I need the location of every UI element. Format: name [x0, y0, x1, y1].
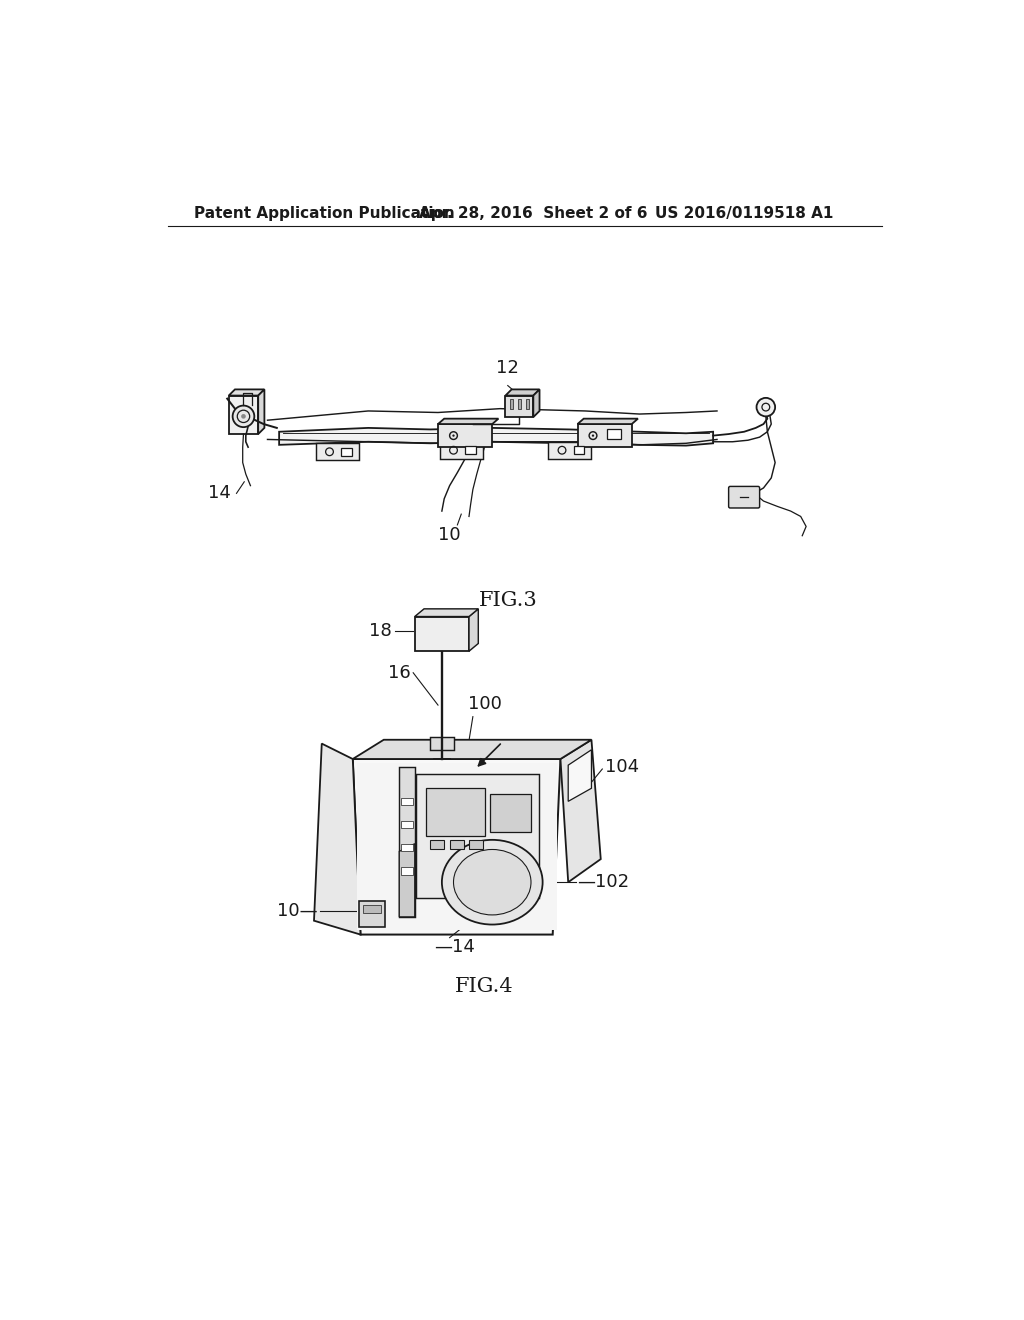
- Polygon shape: [506, 389, 540, 396]
- Ellipse shape: [442, 840, 543, 924]
- Text: 18: 18: [369, 622, 391, 640]
- Text: 14: 14: [208, 484, 230, 503]
- Polygon shape: [352, 759, 560, 935]
- Polygon shape: [469, 609, 478, 651]
- Polygon shape: [506, 396, 534, 417]
- Polygon shape: [315, 444, 359, 461]
- Polygon shape: [439, 442, 483, 459]
- Polygon shape: [228, 389, 264, 396]
- Polygon shape: [417, 775, 539, 898]
- Text: FIG.4: FIG.4: [456, 977, 514, 995]
- Polygon shape: [438, 418, 499, 424]
- Bar: [430, 738, 454, 750]
- Bar: [400, 821, 414, 829]
- Bar: [469, 840, 483, 849]
- Text: 104: 104: [604, 758, 639, 776]
- Bar: [450, 840, 464, 849]
- Polygon shape: [426, 788, 484, 836]
- Bar: [510, 400, 513, 409]
- Ellipse shape: [454, 850, 531, 915]
- Polygon shape: [489, 793, 531, 832]
- Bar: [518, 400, 521, 409]
- Polygon shape: [548, 442, 592, 459]
- Bar: [400, 867, 414, 874]
- Polygon shape: [356, 763, 557, 929]
- Polygon shape: [560, 739, 601, 882]
- Text: 10: 10: [438, 527, 461, 544]
- Text: 16: 16: [388, 664, 411, 681]
- Text: US 2016/0119518 A1: US 2016/0119518 A1: [655, 206, 834, 222]
- Polygon shape: [280, 428, 713, 446]
- Polygon shape: [534, 389, 540, 417]
- Polygon shape: [228, 396, 258, 434]
- Bar: [525, 400, 528, 409]
- Bar: [573, 446, 585, 454]
- Polygon shape: [399, 767, 415, 917]
- Circle shape: [757, 397, 775, 416]
- Text: —102: —102: [578, 874, 630, 891]
- Text: Apr. 28, 2016  Sheet 2 of 6: Apr. 28, 2016 Sheet 2 of 6: [419, 206, 647, 222]
- Text: 100: 100: [468, 694, 502, 713]
- Circle shape: [232, 405, 254, 428]
- Text: —14: —14: [434, 937, 475, 956]
- Polygon shape: [258, 389, 264, 434]
- Bar: [400, 797, 414, 805]
- Polygon shape: [352, 739, 592, 759]
- Bar: [362, 906, 381, 913]
- Polygon shape: [314, 743, 360, 935]
- Polygon shape: [359, 902, 385, 927]
- Text: Patent Application Publication: Patent Application Publication: [194, 206, 455, 222]
- Polygon shape: [578, 424, 632, 447]
- Polygon shape: [399, 843, 415, 917]
- Polygon shape: [415, 616, 469, 651]
- Polygon shape: [578, 418, 638, 424]
- Bar: [465, 446, 476, 454]
- Circle shape: [453, 434, 455, 437]
- Text: 12: 12: [497, 359, 519, 378]
- Polygon shape: [438, 424, 493, 447]
- Bar: [607, 429, 621, 438]
- Text: 10—: 10—: [278, 903, 317, 920]
- Circle shape: [241, 414, 246, 418]
- Polygon shape: [415, 609, 478, 616]
- Bar: [341, 447, 352, 455]
- Bar: [430, 840, 444, 849]
- Circle shape: [592, 434, 594, 437]
- Bar: [400, 843, 414, 851]
- FancyBboxPatch shape: [729, 487, 760, 508]
- Text: FIG.3: FIG.3: [478, 591, 538, 610]
- Polygon shape: [568, 750, 592, 801]
